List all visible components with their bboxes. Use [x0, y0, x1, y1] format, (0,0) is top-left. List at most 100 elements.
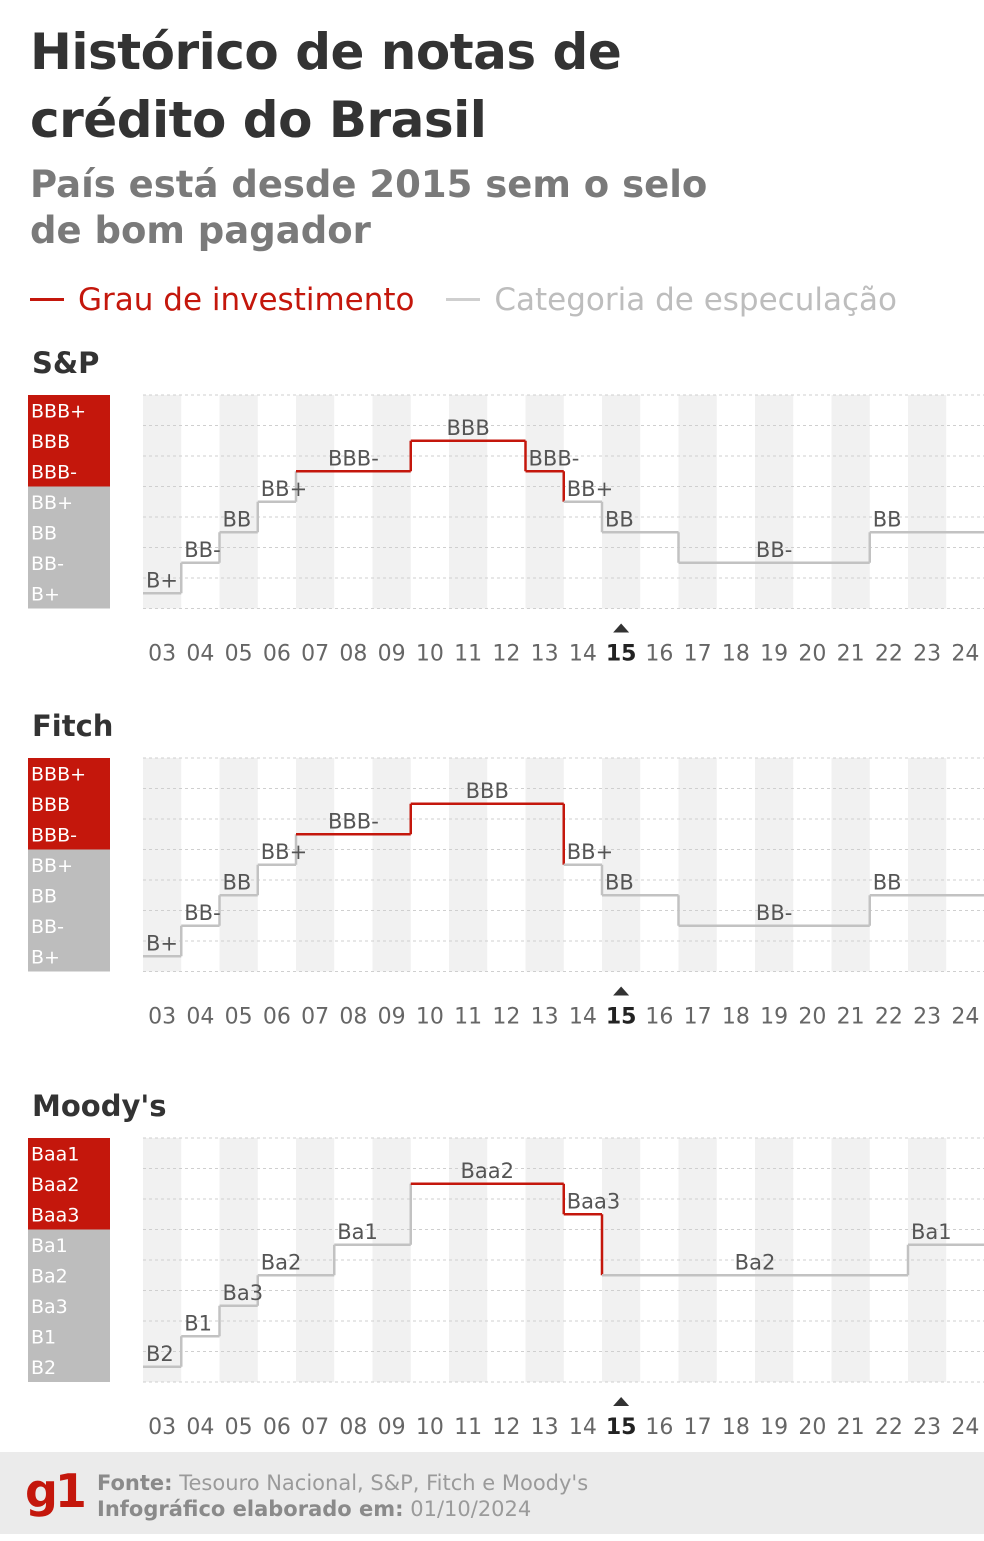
rating-row-bbminus — [28, 547, 110, 578]
year-band — [678, 758, 717, 972]
x-tick-08: 08 — [339, 642, 367, 667]
sp-label-bplus: B+ — [146, 568, 178, 592]
x-tick-03: 03 — [148, 1005, 176, 1030]
x-tick-04: 04 — [186, 642, 214, 667]
year-band — [908, 395, 947, 609]
fitch-label-bbminus: BB- — [756, 901, 792, 925]
x-tick-22: 22 — [875, 642, 903, 667]
rating-row-bbb — [28, 425, 110, 456]
sp-label-bbminus: BB- — [184, 538, 220, 562]
year-band — [602, 758, 641, 972]
legend-speculative-swatch — [446, 298, 481, 301]
rating-label-bbplus: BB+ — [31, 855, 73, 877]
sp-label-bbbminus: BBB- — [529, 446, 580, 470]
rating-label-bbminus: BB- — [31, 916, 64, 938]
legend-item-speculative: Categoria de especulação — [446, 280, 897, 320]
x-tick-23: 23 — [913, 1415, 941, 1440]
x-tick-07: 07 — [301, 1005, 329, 1030]
rating-label-ba2: Ba2 — [31, 1265, 68, 1287]
year-band — [143, 395, 182, 609]
x-tick-13: 13 — [531, 1415, 559, 1440]
x-tick-21: 21 — [837, 1415, 865, 1440]
page-subtitle: País está desde 2015 sem o selo de bom p… — [30, 163, 708, 252]
year-band — [296, 1138, 335, 1382]
moodys-label-ba2: Ba2 — [261, 1250, 302, 1274]
rating-label-bbbplus: BBB+ — [31, 400, 86, 422]
x-tick-17: 17 — [684, 1005, 712, 1030]
rating-row-baa2 — [28, 1168, 110, 1199]
moodys-label-baa2: Baa2 — [460, 1159, 514, 1183]
source-text: Tesouro Nacional, S&P, Fitch e Moody's — [179, 1471, 589, 1495]
rating-row-bb — [28, 880, 110, 911]
x-tick-19: 19 — [760, 1415, 788, 1440]
moodys-chart-title: Moody's — [32, 1089, 167, 1123]
year-band — [449, 758, 488, 972]
fitch-label-bb: BB — [873, 870, 902, 894]
rating-label-ba3: Ba3 — [31, 1296, 68, 1318]
moodys-label-baa3: Baa3 — [567, 1189, 621, 1213]
x-tick-04: 04 — [186, 1415, 214, 1440]
year-band — [908, 758, 947, 972]
sp-label-bbbminus: BBB- — [328, 446, 379, 470]
x-tick-10: 10 — [416, 1005, 444, 1030]
rating-row-bbbplus — [28, 395, 110, 426]
year-band — [831, 758, 870, 972]
rating-label-baa3: Baa3 — [31, 1204, 79, 1226]
x-tick-06: 06 — [263, 1005, 291, 1030]
year-band — [831, 395, 870, 609]
year-band — [755, 758, 794, 972]
x-tick-14: 14 — [569, 642, 597, 667]
x-tick-24: 24 — [951, 642, 979, 667]
legend-speculative-label: Categoria de especulação — [494, 282, 897, 318]
year-band — [219, 395, 258, 609]
highlight-marker-icon — [613, 986, 630, 996]
sp-label-bbplus: BB+ — [261, 477, 307, 501]
rating-label-bbplus: BB+ — [31, 492, 73, 514]
rating-row-bplus — [28, 578, 110, 609]
x-tick-21: 21 — [837, 642, 865, 667]
rating-row-bbbminus — [28, 819, 110, 850]
moodys-label-ba3: Ba3 — [223, 1281, 264, 1305]
year-band — [372, 758, 411, 972]
x-tick-15: 15 — [606, 1415, 637, 1440]
year-band — [678, 395, 717, 609]
rating-row-ba3 — [28, 1290, 110, 1321]
rating-row-bb — [28, 517, 110, 548]
fitch-label-bb: BB — [605, 870, 634, 894]
g1-logo: g1 — [25, 1464, 87, 1518]
x-tick-11: 11 — [454, 1005, 482, 1030]
fitch-chart-title: Fitch — [32, 709, 113, 743]
year-band — [143, 758, 182, 972]
x-tick-16: 16 — [645, 642, 673, 667]
sp-label-bbminus: BB- — [756, 538, 792, 562]
fitch-label-bbminus: BB- — [184, 901, 220, 925]
x-tick-10: 10 — [416, 642, 444, 667]
rating-label-bb: BB — [31, 522, 57, 544]
x-tick-11: 11 — [454, 642, 482, 667]
x-tick-09: 09 — [378, 642, 406, 667]
date-label: Infográfico elaborado em: — [97, 1497, 404, 1521]
year-band — [219, 758, 258, 972]
rating-row-baa1 — [28, 1138, 110, 1169]
x-tick-03: 03 — [148, 642, 176, 667]
moodys-chart: Moody's Baa1 Baa2 Baa3 Ba1 Ba2 Ba3 B1 B2 B2 B1 Ba3 B… — [28, 1089, 984, 1440]
rating-label-bbbplus: BBB+ — [31, 763, 86, 785]
source-label: Fonte: — [97, 1471, 173, 1495]
legend-investment-label: Grau de investimento — [78, 282, 415, 318]
x-tick-04: 04 — [186, 1005, 214, 1030]
moodys-label-b2: B2 — [146, 1342, 174, 1366]
x-tick-12: 12 — [492, 1415, 520, 1440]
rating-row-ba1 — [28, 1229, 110, 1260]
rating-label-bbminus: BB- — [31, 553, 64, 575]
rating-row-bbplus — [28, 849, 110, 880]
year-band — [602, 395, 641, 609]
x-tick-05: 05 — [225, 642, 253, 667]
sp-label-bbb: BBB — [447, 416, 490, 440]
rating-label-bplus: B+ — [31, 946, 60, 968]
rating-row-bbb — [28, 788, 110, 819]
x-tick-06: 06 — [263, 642, 291, 667]
x-tick-16: 16 — [645, 1005, 673, 1030]
page-title: Histórico de notas de crédito do Brasil — [30, 23, 622, 149]
footer: g1 Fonte: Tesouro Nacional, S&P, Fitch e… — [0, 1452, 984, 1534]
year-band — [296, 758, 335, 972]
